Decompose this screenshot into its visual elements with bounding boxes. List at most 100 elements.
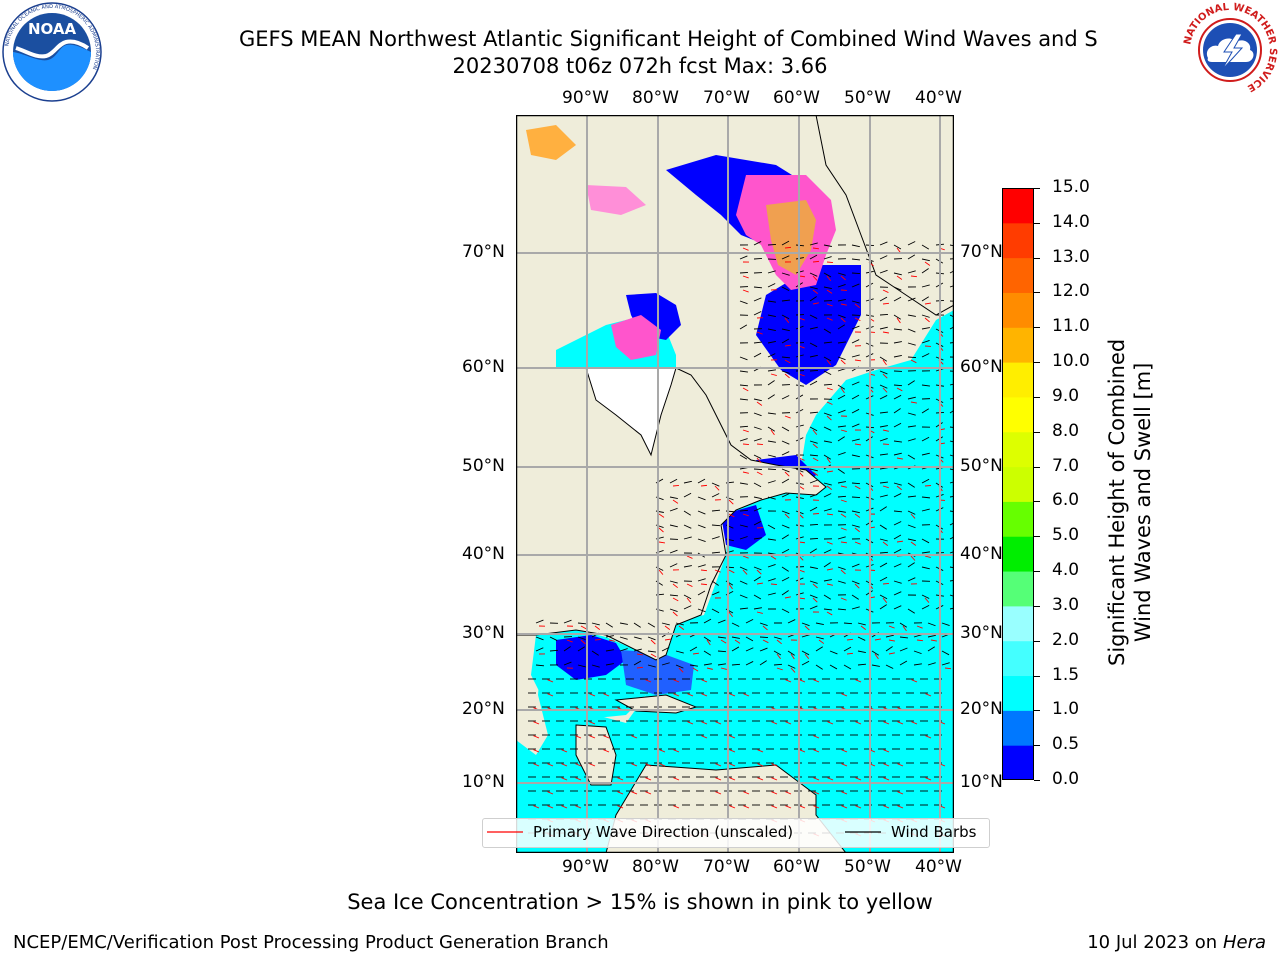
wind-barb (851, 339, 860, 344)
wind-barb (781, 338, 790, 344)
lon-label-top-90w: 90°W (562, 88, 609, 108)
wind-barb (697, 524, 706, 529)
wave-direction-arrow (846, 652, 854, 655)
wind-barb (809, 537, 819, 540)
wind-barb (577, 664, 586, 668)
wave-direction-arrow (897, 805, 904, 809)
wave-direction-arrow (896, 387, 903, 392)
wind-barb (739, 398, 748, 401)
wind-barb (823, 608, 832, 611)
wave-direction-legend-label: Primary Wave Direction (unscaled) (533, 823, 794, 841)
colorbar-tick (1034, 605, 1040, 607)
wave-direction-arrow (756, 471, 763, 476)
wave-direction-arrow (826, 401, 833, 405)
wave-direction-arrow (826, 485, 833, 491)
wave-direction-arrow (672, 485, 680, 487)
wave-direction-arrow (888, 639, 895, 642)
wave-direction-arrow (658, 569, 664, 575)
wave-direction-arrow (776, 667, 783, 671)
wind-barb (809, 242, 818, 246)
wind-barb (893, 605, 902, 610)
wave-direction-arrow (826, 583, 833, 586)
wave-direction-arrow (785, 679, 792, 683)
wave-direction-arrow (854, 303, 861, 309)
wave-direction-arrow (594, 638, 602, 641)
wave-direction-arrow (658, 513, 665, 518)
wave-direction-arrow (916, 639, 924, 642)
wind-barb (781, 566, 789, 572)
lon-label-bottom-70w: 70°W (703, 857, 750, 877)
wind-barb (781, 395, 790, 400)
colorbar-tick-label: 1.5 (1052, 664, 1080, 685)
wind-barb (893, 591, 902, 596)
wave-direction-arrow (804, 625, 810, 631)
wind-barb (837, 409, 846, 414)
wave-direction-arrow (589, 763, 596, 767)
wave-direction-arrow (784, 344, 792, 347)
wind-barb (731, 622, 740, 627)
wave-direction-arrow (771, 777, 778, 781)
wind-barb (851, 408, 860, 414)
wind-barb (787, 619, 796, 624)
wind-barb (739, 425, 749, 428)
wave-direction-arrow (715, 791, 722, 795)
noaa-logo: NOAA NATIONAL OCEANIC AND ATMOSPHERIC AD… (2, 2, 102, 102)
wave-direction-arrow (729, 693, 736, 697)
wave-direction-arrow (883, 749, 890, 753)
wave-direction-arrow (686, 597, 692, 603)
wind-barb (711, 551, 721, 554)
map-legend: Primary Wave Direction (unscaled) Wind B… (482, 818, 990, 848)
wind-barb (767, 314, 776, 317)
lon-label-bottom-40w: 40°W (915, 857, 962, 877)
wind-barb (605, 635, 614, 638)
colorbar-segment (1002, 431, 1034, 468)
wind-barb (717, 663, 726, 666)
wave-direction-arrow (580, 639, 586, 645)
wave-direction-arrow (575, 777, 582, 781)
wind-barb (941, 650, 950, 656)
wave-direction-arrow (784, 373, 790, 379)
wave-direction-arrow (826, 415, 832, 421)
wind-barb (781, 426, 790, 432)
wind-barb (781, 493, 790, 498)
wind-barb (697, 538, 706, 542)
footer-date: 10 Jul 2023 on Hera (1087, 932, 1266, 953)
wind-barb (767, 592, 776, 596)
wave-direction-arrow (673, 693, 680, 697)
title-line1: GEFS MEAN Northwest Atlantic Significant… (239, 27, 1098, 51)
wind-barb (837, 481, 846, 484)
wind-barb (703, 663, 712, 666)
wind-barb (879, 356, 888, 362)
wind-barb (913, 650, 922, 655)
wind-barb (577, 646, 586, 652)
wind-barb (879, 326, 888, 330)
wind-barb (781, 240, 790, 246)
wave-direction-arrow (826, 457, 831, 464)
wind-barb (907, 425, 916, 428)
wave-direction-arrow (812, 429, 818, 435)
wind-barb (683, 492, 692, 498)
wind-barb (837, 324, 846, 330)
wave-direction-arrow (692, 652, 700, 655)
wind-barb (669, 608, 678, 613)
wind-barb (809, 296, 817, 302)
colorbar-label-line2: Wind Waves and Swell [m] (1131, 362, 1155, 643)
wind-barb (893, 452, 902, 456)
wind-barb (809, 286, 818, 290)
ocean-region (516, 310, 954, 853)
wind-barb (739, 607, 748, 610)
wave-direction-arrow (854, 513, 861, 518)
wind-barb (851, 272, 861, 274)
wind-barb (879, 506, 887, 512)
wave-direction-arrow (882, 583, 890, 585)
colorbar-tick (1034, 466, 1040, 468)
wind-barb (921, 566, 930, 570)
wind-barb (739, 271, 749, 274)
lon-label-bottom-80w: 80°W (632, 857, 679, 877)
wind-barb (647, 622, 656, 628)
wave-direction-arrow (589, 693, 596, 697)
wind-barb (809, 566, 818, 569)
wind-barb (661, 622, 670, 626)
wave-direction-arrow (925, 693, 932, 697)
title-line2: 20230708 t06z 072h fcst Max: 3.66 (452, 54, 828, 78)
